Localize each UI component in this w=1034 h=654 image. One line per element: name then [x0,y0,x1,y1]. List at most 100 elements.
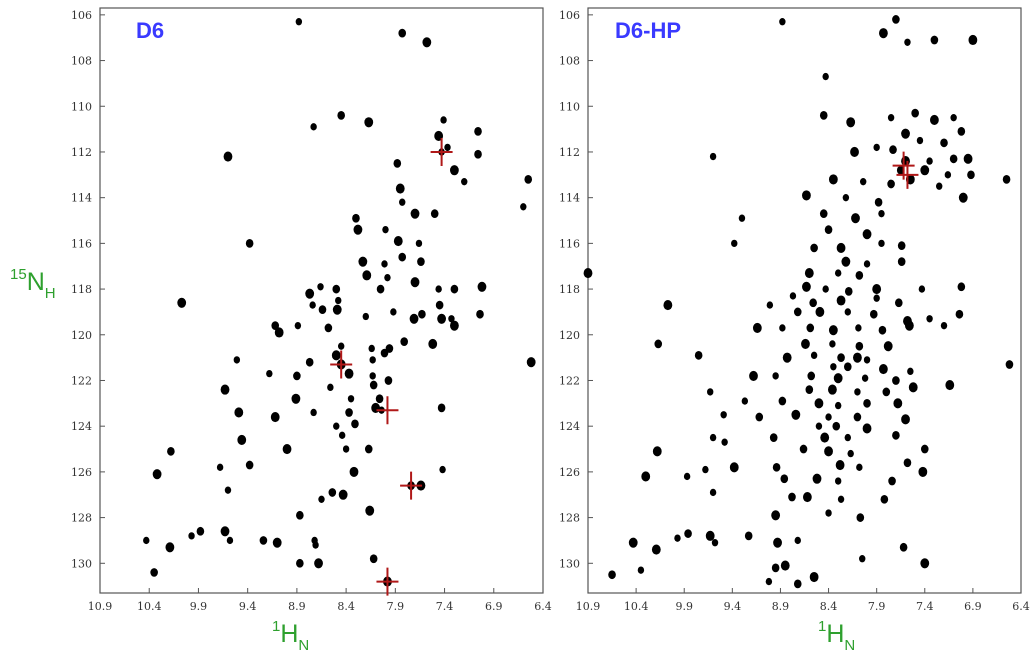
peak [825,413,832,421]
peak [450,165,459,176]
x-tick-label: 9.4 [239,600,257,613]
peak [807,371,816,381]
peak [365,505,375,516]
peak [940,321,948,330]
peak [847,449,854,458]
peak [835,459,845,471]
y-tick-label: 128 [71,512,92,525]
peak [641,471,651,482]
y-tick-label: 108 [71,55,92,68]
peak [344,368,354,379]
peak [337,111,345,120]
peak [474,149,482,159]
peak [793,307,802,317]
peak [779,18,786,26]
peak-secondary [330,350,353,379]
peak [400,337,408,347]
peak [332,284,341,294]
y-tick-label: 110 [559,100,580,113]
peak [369,372,376,380]
peak [328,488,337,497]
peak [477,281,487,292]
peak [310,408,317,417]
peak [152,469,162,480]
peak [652,446,662,457]
peak [233,356,241,364]
peak [526,357,536,368]
peak [841,256,851,267]
peak [880,494,889,504]
peak [196,526,205,536]
peak [422,37,432,48]
peak [362,270,372,281]
peak [825,509,832,517]
peak [448,315,455,323]
y-axis-label: 15NH [10,267,56,301]
peak [936,182,943,190]
peak [399,198,406,206]
peak [949,154,958,164]
peak [369,554,378,564]
peak [863,398,871,408]
peak [318,305,327,315]
peak [369,356,376,364]
peak [237,434,247,445]
x-tick-label: 10.9 [88,600,113,613]
peak [772,462,781,472]
x-axis-label-left: 1HN [272,619,309,653]
peak [842,193,850,202]
peak [349,466,359,477]
y-tick-label: 114 [559,192,580,205]
peak [899,542,908,552]
peak [583,268,593,279]
peak [305,357,314,367]
peak [310,123,317,131]
x-tick-label: 9.4 [724,600,742,613]
peak [893,398,903,409]
peak [844,308,851,316]
peak [806,323,815,333]
peak [637,566,645,574]
peak [822,285,829,293]
x-tick-label: 10.9 [576,600,601,613]
peak [314,558,323,569]
peak [709,152,717,161]
peak [794,536,801,545]
peak [741,397,749,405]
peak [879,28,888,39]
peak [384,376,393,385]
peak-layer [583,15,1014,589]
peak [324,323,333,333]
peak [828,325,838,336]
y-tick-label: 130 [559,557,580,570]
peak [791,409,801,420]
peak [294,321,302,330]
peak [415,239,423,248]
peak [802,491,812,503]
peak [364,117,374,128]
axis-ticks: 10.9 10.4 9.9 9.4 8.9 8.4 7.9 7.4 6.9 6.4 106 108 11… [559,9,1030,613]
peak [789,292,797,300]
peak [855,341,864,351]
peak [476,309,484,319]
x-tick-label: 7.9 [387,600,405,613]
y-tick-label: 110 [71,100,92,113]
peak [814,398,824,409]
peak [143,536,150,545]
peak [226,536,234,545]
peak [338,489,348,500]
y-tick-label: 112 [71,146,92,159]
peak [353,224,363,235]
y-tick-label: 126 [559,466,580,479]
peak [270,411,280,423]
peak [926,157,933,165]
y-axis-label-sup: 15 [10,266,27,283]
x-tick-label: 7.4 [436,600,454,613]
peak [853,352,862,363]
peak [309,301,316,309]
peak [873,294,880,302]
peak [855,324,862,332]
peak [259,536,268,545]
peak [920,165,930,176]
